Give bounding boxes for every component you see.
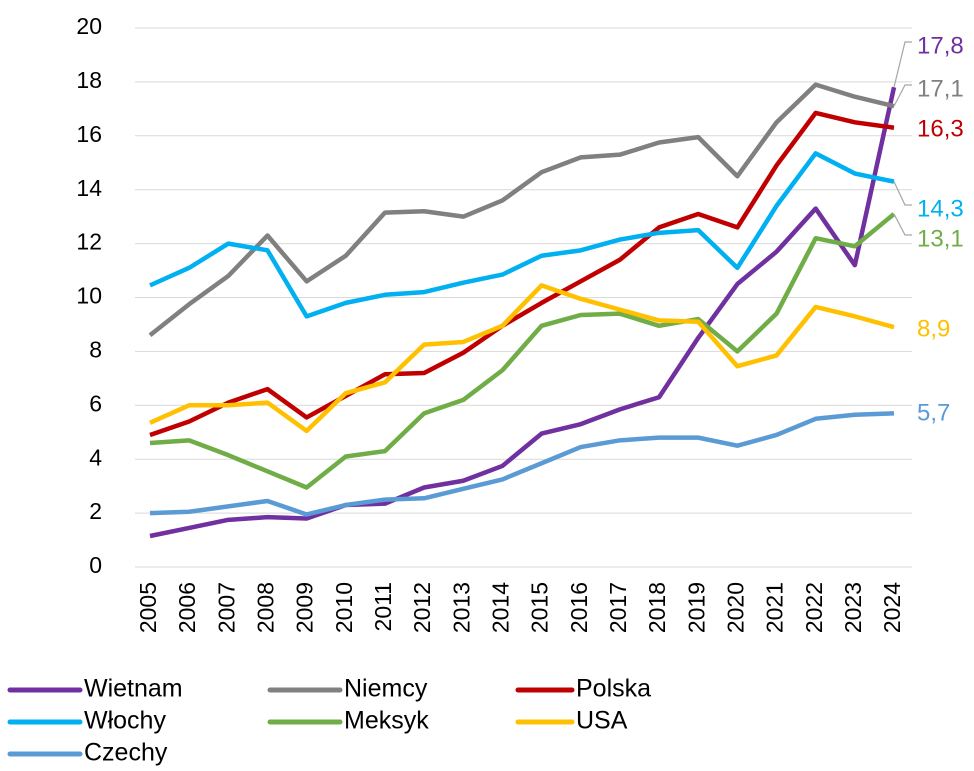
leader-line	[893, 41, 912, 88]
x-tick-label: 2013	[448, 582, 474, 633]
legend-label: Czechy	[84, 739, 168, 767]
x-tick-label: 2011	[370, 582, 396, 631]
x-tick-label: 2019	[683, 582, 709, 633]
series-line	[149, 151, 895, 319]
leader-line	[893, 213, 912, 236]
x-tick-label: 2021	[762, 582, 788, 633]
y-tick-label: 8	[89, 336, 102, 362]
y-tick-label: 6	[89, 390, 102, 416]
x-tick-label: 2015	[527, 582, 553, 633]
x-tick-label: 2017	[605, 582, 631, 633]
x-tick-label: 2008	[253, 582, 279, 633]
end-value-label: 8,9	[917, 315, 950, 342]
x-tick-label: 2006	[174, 582, 200, 633]
y-tick-label: 18	[76, 67, 102, 93]
x-tick-label: 2012	[409, 582, 435, 633]
y-tick-label: 14	[76, 175, 102, 201]
x-tick-label: 2009	[292, 582, 318, 633]
series-line	[149, 110, 895, 438]
x-tick-label: 2022	[801, 582, 827, 633]
series-line	[149, 86, 897, 539]
legend-label: Niemcy	[344, 675, 428, 703]
legend-label: USA	[576, 707, 628, 735]
y-tick-label: 10	[76, 283, 102, 309]
legend-label: Meksyk	[344, 707, 429, 735]
end-value-label: 14,3	[917, 195, 964, 222]
x-tick-label: 2016	[566, 582, 592, 633]
y-tick-label: 12	[76, 229, 102, 255]
leader-line	[893, 181, 912, 206]
y-tick-label: 20	[76, 13, 102, 39]
end-value-label: 16,3	[917, 115, 964, 142]
legend-label: Włochy	[84, 707, 166, 735]
x-tick-label: 2005	[135, 582, 161, 633]
x-tick-label: 2007	[213, 582, 239, 633]
legend-label: Polska	[576, 675, 651, 703]
end-value-label: 17,1	[917, 75, 964, 102]
x-tick-label: 2024	[879, 582, 905, 633]
x-tick-label: 2023	[840, 582, 866, 633]
series-line	[149, 411, 895, 517]
x-tick-label: 2010	[331, 582, 357, 633]
end-value-label: 17,8	[917, 32, 964, 59]
x-tick-label: 2014	[487, 582, 513, 633]
y-tick-label: 0	[89, 552, 102, 578]
leader-line	[893, 84, 912, 107]
series-line	[149, 283, 895, 434]
y-tick-label: 2	[89, 498, 102, 524]
y-tick-label: 4	[89, 444, 102, 470]
legend-label: Wietnam	[84, 675, 183, 703]
series-line	[149, 212, 896, 490]
end-value-label: 13,1	[917, 225, 964, 252]
end-value-label: 5,7	[917, 399, 950, 426]
series-line	[148, 82, 895, 337]
x-tick-label: 2020	[722, 582, 748, 633]
x-tick-label: 2018	[644, 582, 670, 633]
y-tick-label: 16	[76, 121, 102, 147]
